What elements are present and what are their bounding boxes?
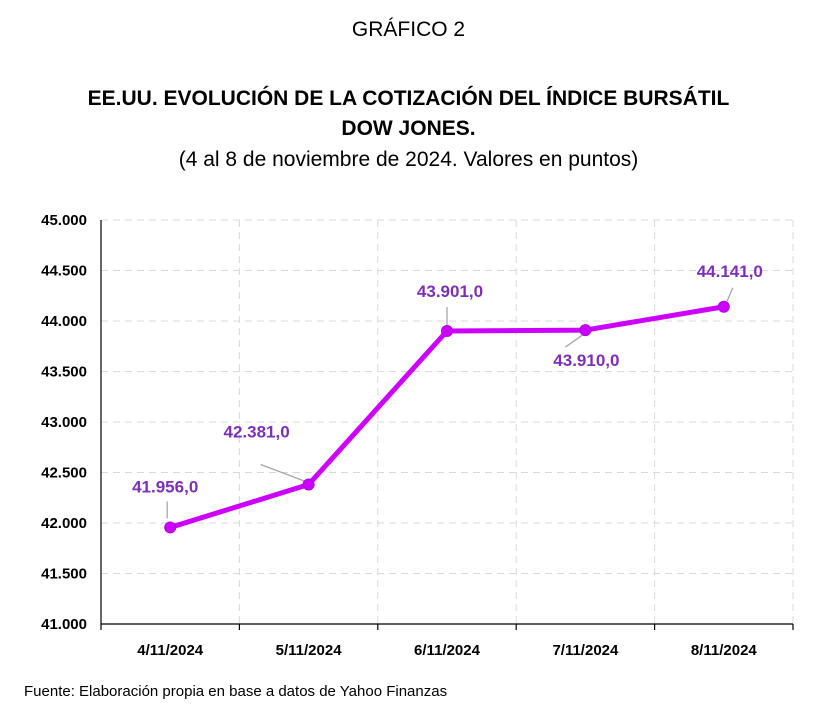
data-label: 41.956,0 [132,477,198,496]
y-tick-label: 43.500 [41,364,87,381]
x-tick-label: 6/11/2024 [414,642,481,659]
series-line [167,304,727,530]
data-point [302,478,315,491]
y-tick-label: 45.000 [41,212,87,229]
data-point [441,324,453,337]
data-point [717,300,730,313]
data-label: 43.910,0 [553,351,619,370]
data-label: 42.381,0 [224,423,290,442]
data-label-leader [726,287,734,303]
source-note: Fuente: Elaboración propia en base a dat… [24,683,448,700]
data-label-leader [260,463,306,483]
y-tick-label: 44.500 [41,263,87,280]
y-tick-label: 42.000 [41,515,87,532]
data-point [164,521,177,534]
y-tick-label: 41.500 [41,566,87,583]
y-tick-label: 42.500 [41,465,87,482]
chart-title-line-2: DOW JONES. [341,117,476,140]
x-tick-label: 7/11/2024 [552,642,619,659]
y-tick-label: 43.000 [41,414,87,431]
chart-subtitle: (4 al 8 de noviembre de 2024. Valores en… [178,148,639,171]
chart-title: EE.UU. EVOLUCIÓN DE LA COTIZACIÓN DEL ÍN… [0,84,817,144]
data-label: 43.901,0 [417,282,483,301]
chart-label: GRÁFICO 2 [351,18,466,41]
x-tick-label: 4/11/2024 [137,642,204,659]
y-tick-label: 41.000 [41,616,87,633]
data-point [579,324,592,337]
x-tick-label: 5/11/2024 [276,642,343,659]
chart-title-line-1: EE.UU. EVOLUCIÓN DE LA COTIZACIÓN DEL ÍN… [87,87,730,110]
data-label-leader [565,334,583,348]
y-tick-label: 44.000 [41,313,87,330]
data-label: 44.141,0 [697,262,763,281]
x-tick-label: 8/11/2024 [691,642,758,659]
